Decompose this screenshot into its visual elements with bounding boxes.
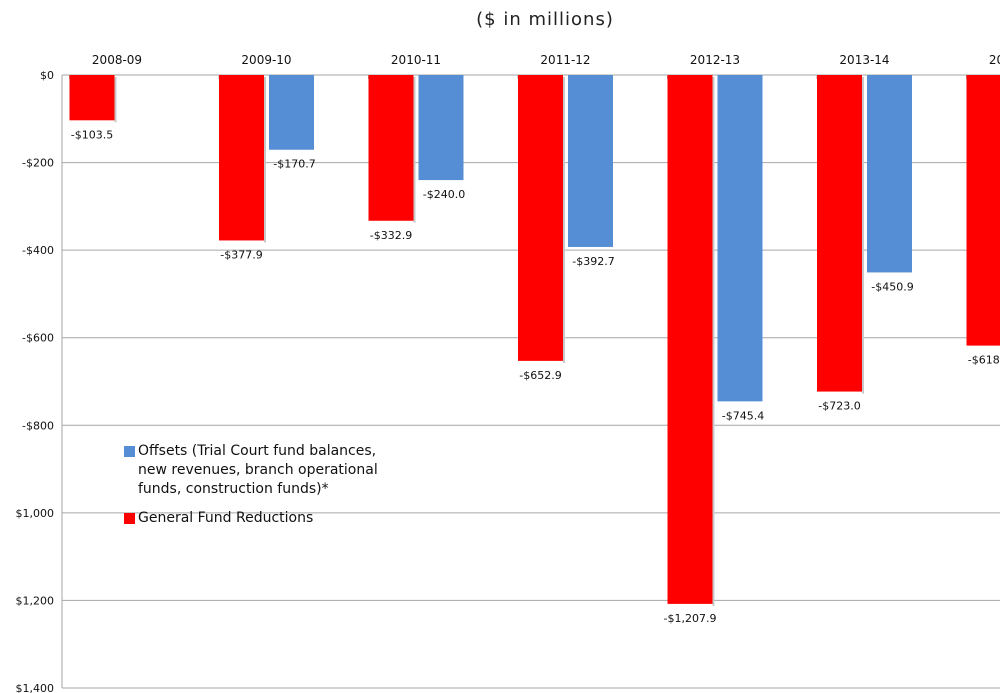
data-label-general-fund: -$103.5: [71, 128, 113, 141]
legend-label-offsets: Offsets (Trial Court fund balances, new …: [138, 443, 378, 497]
bar-offsets: [717, 75, 763, 402]
bar-shadow: [712, 77, 715, 606]
legend-label-general-fund: General Fund Reductions: [138, 510, 314, 526]
bar-shadow: [563, 77, 565, 363]
y-tick-label: $1,200: [16, 594, 55, 607]
chart-legend: Offsets (Trial Court fund balances, new …: [124, 442, 384, 538]
data-label-offsets: -$450.9: [871, 280, 913, 293]
data-label-general-fund: -$652.9: [519, 369, 561, 382]
y-tick-label: $1,400: [16, 682, 55, 693]
x-tick-label: 2013-14: [839, 53, 889, 67]
data-label-offsets: -$392.7: [572, 255, 614, 268]
data-label-offsets: -$745.4: [722, 409, 764, 422]
y-tick-label: -$600: [22, 332, 54, 345]
bar-general-fund: [966, 75, 1000, 346]
data-label-general-fund: -$618.0: [968, 354, 1000, 367]
y-tick-label: -$800: [22, 419, 54, 432]
bar-general-fund: [368, 75, 414, 221]
bar-general-fund: [518, 75, 563, 361]
legend-item-general-fund: General Fund Reductions: [124, 509, 384, 528]
x-tick-label: 2012-13: [690, 53, 740, 67]
data-label-general-fund: -$723.0: [818, 400, 860, 413]
bar-general-fund: [817, 75, 862, 392]
x-tick-label: 2010-11: [391, 53, 441, 67]
legend-swatch-offsets: [124, 446, 135, 457]
y-tick-label: $0: [40, 69, 54, 82]
data-label-general-fund: -$377.9: [220, 248, 262, 261]
y-tick-label: -$400: [22, 244, 54, 257]
x-tick-label: 2008-09: [92, 53, 142, 67]
data-label-general-fund: -$1,207.9: [664, 612, 717, 625]
bar-offsets: [867, 75, 912, 273]
bar-general-fund: [667, 75, 713, 604]
bar-offsets: [418, 75, 464, 181]
x-tick-label: 2009-10: [241, 53, 291, 67]
x-tick-label: 2014-15: [989, 53, 1000, 67]
bar-shadow: [114, 77, 117, 123]
data-label-offsets: -$170.7: [273, 158, 315, 171]
bar-general-fund: [69, 75, 115, 121]
bar-shadow: [862, 77, 864, 394]
data-label-general-fund: -$332.9: [370, 229, 412, 242]
bar-shadow: [413, 77, 416, 223]
legend-swatch-general-fund: [124, 513, 135, 524]
legend-item-offsets: Offsets (Trial Court fund balances, new …: [124, 442, 384, 499]
chart-subtitle: ($ in millions): [476, 9, 614, 30]
bar-general-fund: [219, 75, 264, 241]
y-tick-label: -$200: [22, 157, 54, 170]
x-tick-label: 2011-12: [540, 53, 590, 67]
bar-offsets: [269, 75, 314, 150]
bar-offsets: [568, 75, 613, 247]
bar-shadow: [264, 77, 266, 243]
data-label-offsets: -$240.0: [423, 188, 465, 201]
y-tick-label: $1,000: [16, 507, 55, 520]
